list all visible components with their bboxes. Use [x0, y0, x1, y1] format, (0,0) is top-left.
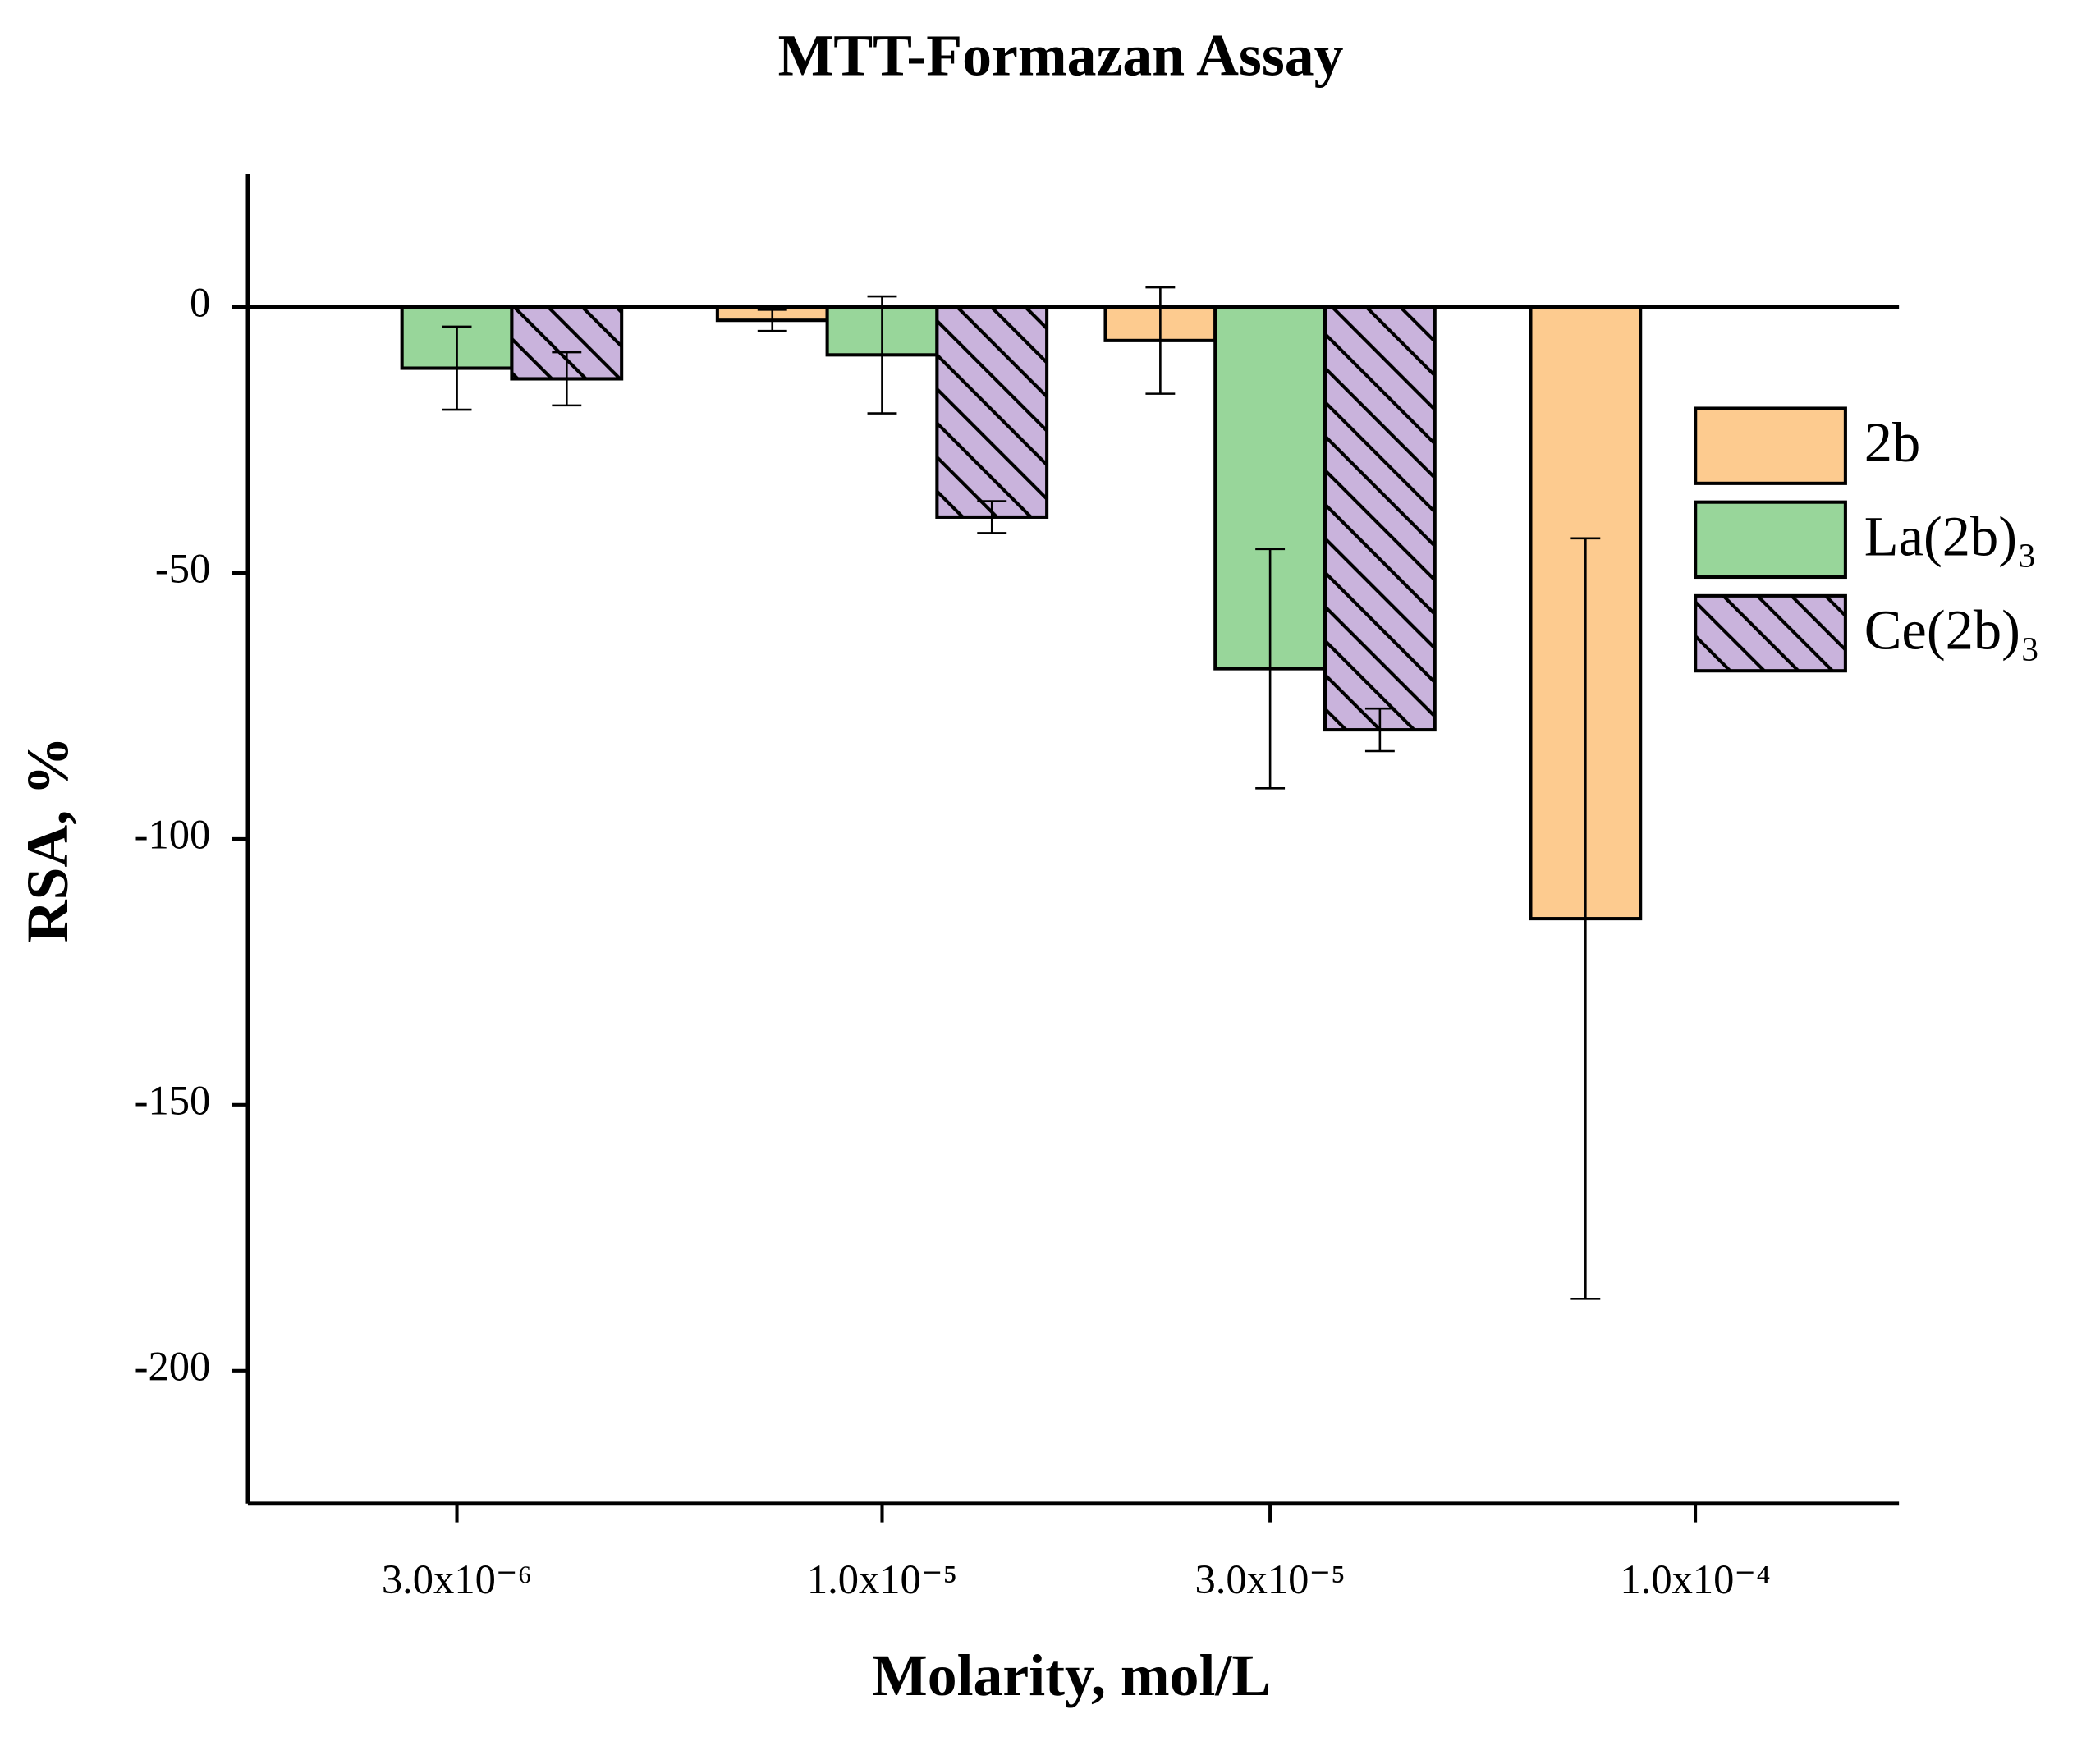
- error-bar: [867, 295, 897, 415]
- y-tick-label: -150: [135, 1077, 211, 1123]
- error-bar: [442, 325, 472, 411]
- legend-swatch: [1694, 593, 1847, 673]
- error-bar: [1570, 537, 1601, 1300]
- x-tick-label: 3.0x10⁻⁶: [382, 1556, 532, 1602]
- error-bar: [757, 308, 787, 332]
- legend-label: Ce(2b)₃: [1864, 599, 2040, 662]
- error-bar: [977, 500, 1007, 534]
- bar: [1323, 305, 1437, 732]
- legend-swatch: [1694, 406, 1847, 485]
- bar: [935, 305, 1049, 519]
- y-axis-label: RSA, %: [15, 736, 80, 942]
- x-tick-label: 1.0x10⁻⁴: [1620, 1556, 1770, 1602]
- x-tick-label: 1.0x10⁻⁵: [807, 1556, 957, 1602]
- error-bar: [1364, 707, 1395, 753]
- x-axis-label: Molarity, mol/L: [872, 1643, 1271, 1708]
- x-tick-label: 3.0x10⁻⁵: [1194, 1556, 1345, 1602]
- error-bar: [1145, 286, 1176, 395]
- legend-label: La(2b)₃: [1864, 505, 2037, 567]
- legend-label: 2b: [1864, 411, 1921, 474]
- chart-title: MTT-Formazan Assay: [778, 23, 1344, 89]
- legend-swatch: [1694, 500, 1847, 580]
- y-tick-label: -200: [135, 1343, 211, 1389]
- error-bar: [552, 351, 582, 407]
- y-tick-label: -50: [155, 546, 210, 592]
- error-bar: [1255, 548, 1286, 790]
- y-tick-label: 0: [190, 280, 210, 326]
- y-tick-label: -100: [135, 812, 211, 858]
